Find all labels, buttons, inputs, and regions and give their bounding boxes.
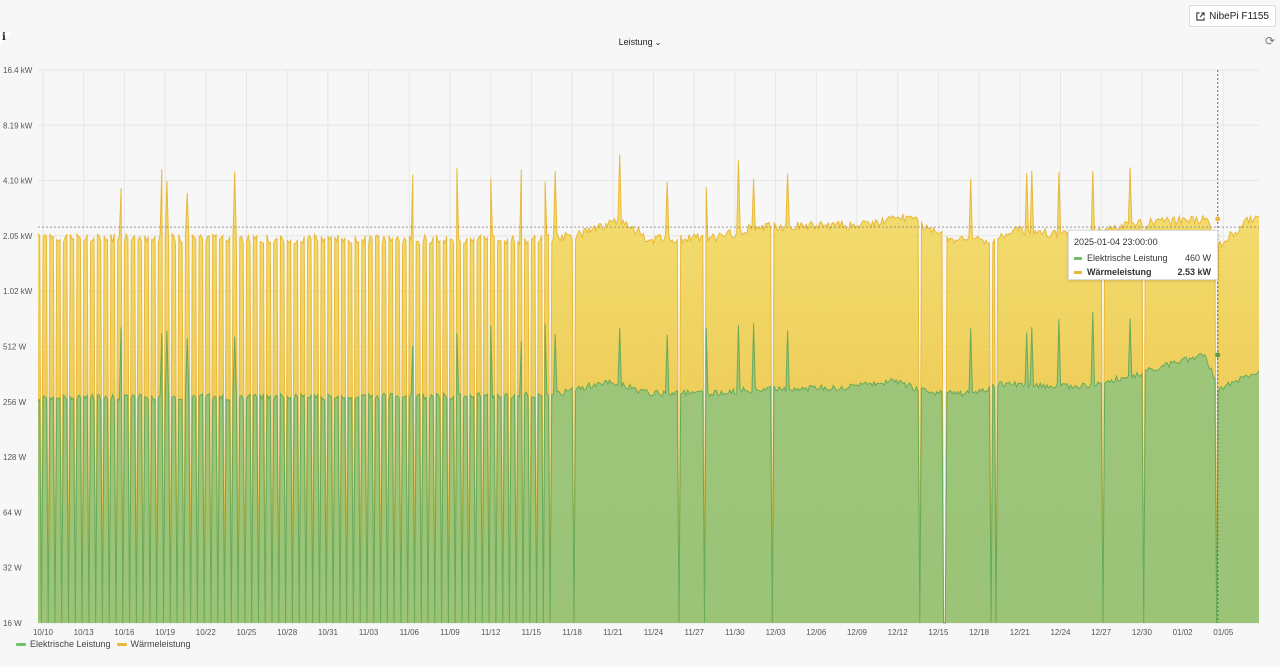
y-tick-label: 4.10 kW bbox=[3, 177, 33, 186]
y-tick-label: 16 W bbox=[3, 619, 22, 628]
x-tick-label: 11/27 bbox=[684, 628, 704, 637]
x-tick-label: 12/15 bbox=[928, 628, 949, 637]
x-tick-label: 12/06 bbox=[806, 628, 827, 637]
legend-item-electric[interactable]: Elektrische Leistung bbox=[16, 639, 111, 649]
x-tick-label: 10/31 bbox=[318, 628, 339, 637]
nibepi-link-button[interactable]: NibePi F1155 bbox=[1189, 5, 1276, 27]
external-link-icon bbox=[1196, 11, 1205, 21]
panel-title[interactable]: Leistung ⌄ bbox=[618, 37, 662, 47]
info-icon[interactable]: i bbox=[2, 32, 6, 43]
panel-corner bbox=[0, 32, 12, 44]
x-tick-label: 11/30 bbox=[725, 628, 745, 637]
x-tick-label: 11/21 bbox=[603, 628, 623, 637]
nibepi-link-label: NibePi F1155 bbox=[1209, 10, 1269, 22]
legend-swatch-heat bbox=[116, 642, 127, 646]
x-tick-label: 11/12 bbox=[481, 628, 501, 637]
x-tick-label: 12/30 bbox=[1132, 628, 1153, 637]
x-tick-label: 11/06 bbox=[400, 628, 420, 637]
x-tick-label: 11/24 bbox=[644, 628, 664, 637]
tooltip-value-electric: 460 W bbox=[1184, 253, 1211, 263]
y-tick-label: 256 W bbox=[3, 398, 27, 407]
legend-item-heat[interactable]: Wärmeleistung bbox=[116, 639, 191, 649]
heat-line bbox=[37, 154, 1260, 624]
tooltip-label-heat: Wärmeleistung bbox=[1087, 267, 1152, 277]
y-tick-label: 32 W bbox=[3, 564, 22, 573]
y-tick-label: 8.19 kW bbox=[3, 121, 33, 130]
x-tick-label: 10/22 bbox=[196, 628, 217, 637]
x-tick-label: 12/24 bbox=[1050, 628, 1071, 637]
heat-point-marker bbox=[1215, 216, 1221, 222]
tooltip-row-heat: Wärmeleistung 2.53 kW bbox=[1069, 265, 1217, 279]
chart-tooltip: 2025-01-04 23:00:00 Elektrische Leistung… bbox=[1068, 230, 1218, 280]
x-tick-label: 10/16 bbox=[114, 628, 135, 637]
electric-point-marker bbox=[1215, 352, 1221, 358]
x-tick-label: 11/03 bbox=[359, 628, 379, 637]
tooltip-date: 2025-01-04 23:00:00 bbox=[1074, 237, 1158, 247]
x-tick-label: 12/12 bbox=[888, 628, 909, 637]
y-tick-label: 16.4 kW bbox=[3, 66, 33, 75]
x-tick-label: 11/15 bbox=[522, 628, 542, 637]
electric-area bbox=[38, 312, 1259, 623]
y-tick-label: 128 W bbox=[3, 453, 27, 462]
x-tick-label: 10/28 bbox=[277, 628, 298, 637]
tooltip-swatch-electric bbox=[1074, 256, 1082, 260]
electric-line bbox=[37, 311, 1260, 624]
x-tick-label: 11/09 bbox=[440, 628, 460, 637]
chevron-down-icon: ⌄ bbox=[654, 38, 662, 47]
x-tick-label: 10/13 bbox=[74, 628, 95, 637]
tooltip-swatch-heat bbox=[1074, 270, 1082, 274]
x-tick-label: 12/21 bbox=[1010, 628, 1031, 637]
power-chart[interactable]: 16 W 32 W 64 W 128 W 256 W 512 W 1.02 kW 2.05 k… bbox=[0, 60, 1280, 650]
x-tick-label: 12/18 bbox=[969, 628, 990, 637]
legend-swatch-electric bbox=[16, 642, 26, 646]
tooltip-value-heat: 2.53 kW bbox=[1177, 267, 1211, 277]
tooltip-label-electric: Elektrische Leistung bbox=[1087, 253, 1168, 263]
x-tick-label: 12/27 bbox=[1091, 628, 1112, 637]
x-tick-label: 10/19 bbox=[155, 628, 176, 637]
legend-label-heat: Wärmeleistung bbox=[130, 639, 191, 649]
x-tick-label: 10/10 bbox=[33, 628, 54, 637]
y-tick-label: 64 W bbox=[3, 508, 22, 517]
x-tick-label: 12/09 bbox=[847, 628, 868, 637]
x-tick-label: 10/25 bbox=[236, 628, 257, 637]
tooltip-row-electric: Elektrische Leistung 460 W bbox=[1069, 251, 1217, 265]
y-tick-label: 512 W bbox=[3, 343, 27, 352]
x-tick-label: 01/05 bbox=[1213, 628, 1234, 637]
legend-label-electric: Elektrische Leistung bbox=[30, 639, 111, 649]
refresh-icon[interactable]: ⟳ bbox=[1264, 34, 1275, 48]
chart-legend: Elektrische Leistung Wärmeleistung bbox=[16, 639, 191, 649]
y-tick-label: 1.02 kW bbox=[3, 287, 33, 296]
x-tick-label: 12/03 bbox=[766, 628, 787, 637]
x-tick-label: 11/18 bbox=[562, 628, 582, 637]
y-tick-label: 2.05 kW bbox=[3, 232, 33, 241]
x-tick-label: 01/02 bbox=[1173, 628, 1194, 637]
